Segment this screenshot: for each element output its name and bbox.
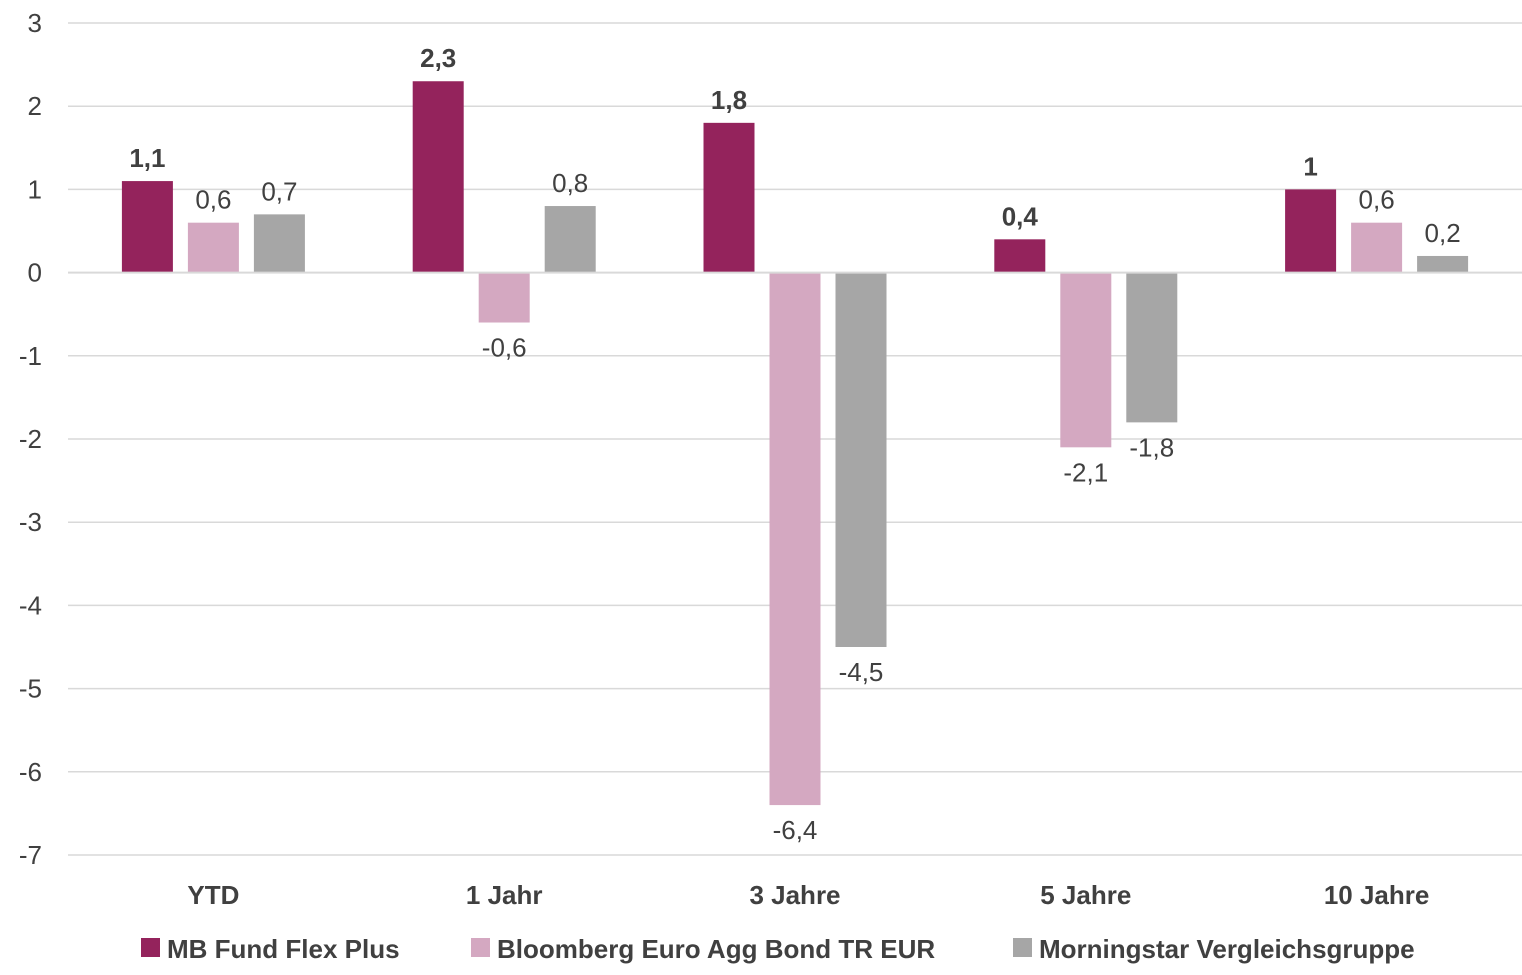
bar — [254, 214, 305, 272]
bar — [1351, 223, 1402, 273]
y-tick-label: 3 — [28, 8, 42, 38]
data-label: 0,8 — [552, 168, 588, 198]
data-label: -6,4 — [773, 815, 818, 845]
legend: MB Fund Flex Plus Bloomberg Euro Agg Bond… — [141, 934, 1415, 964]
bar — [545, 206, 596, 273]
y-tick-label: -2 — [19, 424, 42, 454]
y-tick-label: -5 — [19, 674, 42, 704]
legend-label: Morningstar Vergleichsgruppe — [1039, 934, 1415, 964]
legend-swatch — [1013, 938, 1032, 957]
data-label: 0,6 — [195, 185, 231, 215]
y-tick-label: -6 — [19, 757, 42, 787]
data-label: 0,6 — [1359, 185, 1395, 215]
y-tick-label: 2 — [28, 91, 42, 121]
bar — [413, 81, 464, 272]
bar — [1060, 273, 1111, 448]
y-tick-label: -3 — [19, 507, 42, 537]
x-category-label: 1 Jahr — [466, 880, 543, 910]
data-label: 1 — [1303, 151, 1317, 181]
y-axis-tick-labels: 3 2 1 0 -1 -2 -3 -4 -5 -6 -7 — [19, 8, 42, 870]
data-label: -0,6 — [482, 333, 527, 363]
data-label: 0,4 — [1002, 201, 1039, 231]
bar — [1417, 256, 1468, 273]
bar — [1285, 189, 1336, 272]
bar — [836, 273, 887, 647]
bar — [770, 273, 821, 805]
bar — [188, 223, 239, 273]
legend-label: MB Fund Flex Plus — [167, 934, 400, 964]
legend-label: Bloomberg Euro Agg Bond TR EUR — [497, 934, 935, 964]
data-label: -1,8 — [1129, 432, 1174, 462]
y-tick-label: -4 — [19, 590, 42, 620]
x-category-label: YTD — [187, 880, 239, 910]
data-label: -4,5 — [839, 657, 884, 687]
x-axis-category-labels: YTD 1 Jahr 3 Jahre 5 Jahre 10 Jahre — [187, 880, 1429, 910]
data-label: 0,2 — [1425, 218, 1461, 248]
y-tick-label: 1 — [28, 174, 42, 204]
data-label: 2,3 — [420, 43, 456, 73]
data-label: 0,7 — [261, 176, 297, 206]
bar — [122, 181, 173, 273]
data-label: -2,1 — [1063, 457, 1108, 487]
data-label: 1,8 — [711, 85, 747, 115]
legend-swatch — [141, 938, 160, 957]
data-label: 1,1 — [129, 143, 165, 173]
bar — [1126, 273, 1177, 423]
y-tick-label: -1 — [19, 341, 42, 371]
x-category-label: 3 Jahre — [749, 880, 840, 910]
bar — [479, 273, 530, 323]
y-tick-label: -7 — [19, 840, 42, 870]
x-category-label: 5 Jahre — [1040, 880, 1131, 910]
legend-swatch — [471, 938, 490, 957]
y-tick-label: 0 — [28, 258, 42, 288]
bar — [994, 239, 1045, 272]
bar — [704, 123, 755, 273]
x-category-label: 10 Jahre — [1324, 880, 1430, 910]
